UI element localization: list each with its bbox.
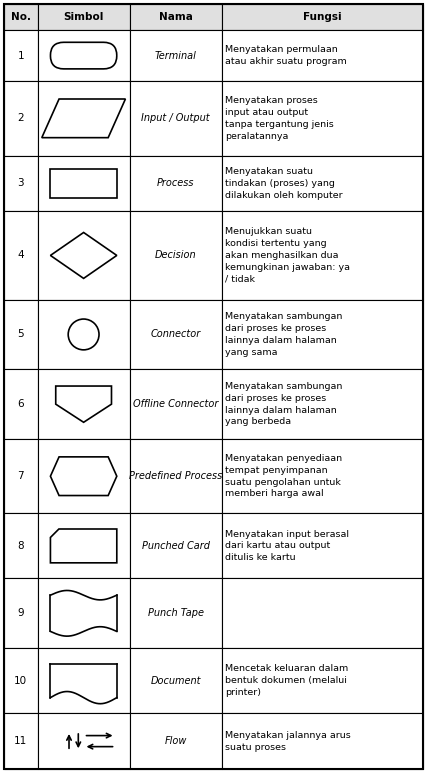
Text: Menyatakan sambungan
dari proses ke proses
lainnya dalam halaman
yang berbeda: Menyatakan sambungan dari proses ke pros… (225, 382, 342, 427)
Text: Menyatakan jalannya arus
suatu proses: Menyatakan jalannya arus suatu proses (225, 730, 350, 751)
Bar (130, 513, 222, 578)
Text: Offline Connector: Offline Connector (133, 399, 218, 409)
Text: 8: 8 (17, 541, 24, 551)
Text: 2: 2 (17, 114, 24, 124)
Text: Punch Tape: Punch Tape (147, 608, 203, 618)
Bar (130, 649, 222, 713)
Bar (37, 369, 130, 439)
Bar (37, 155, 130, 211)
Bar (4, 81, 37, 155)
Bar (50, 169, 117, 198)
Bar (130, 713, 222, 769)
Bar (222, 713, 422, 769)
Bar (37, 578, 130, 649)
Bar (4, 649, 37, 713)
Text: Menyatakan sambungan
dari proses ke proses
lainnya dalam halaman
yang sama: Menyatakan sambungan dari proses ke pros… (225, 312, 342, 356)
Bar (222, 30, 422, 81)
Bar (222, 513, 422, 578)
Text: Menujukkan suatu
kondisi tertentu yang
akan menghasilkan dua
kemungkinan jawaban: Menujukkan suatu kondisi tertentu yang a… (225, 227, 349, 284)
Text: 5: 5 (17, 329, 24, 339)
Bar (222, 300, 422, 369)
Bar (130, 30, 222, 81)
Bar (37, 439, 130, 513)
Text: 6: 6 (17, 399, 24, 409)
Bar (130, 439, 222, 513)
Bar (130, 300, 222, 369)
Text: Simbol: Simbol (63, 12, 104, 22)
Bar (37, 513, 130, 578)
Bar (4, 513, 37, 578)
Text: Predefined Process: Predefined Process (129, 472, 222, 482)
Text: Flow: Flow (164, 736, 187, 746)
Bar (222, 649, 422, 713)
Bar (222, 4, 422, 30)
Text: 9: 9 (17, 608, 24, 618)
Text: Process: Process (157, 179, 194, 189)
Text: 4: 4 (17, 250, 24, 261)
Bar (4, 30, 37, 81)
Bar (37, 649, 130, 713)
Text: Nama: Nama (158, 12, 192, 22)
Bar (130, 211, 222, 300)
Text: Menyatakan proses
input atau output
tanpa tergantung jenis
peralatannya: Menyatakan proses input atau output tanp… (225, 96, 333, 141)
Bar (222, 211, 422, 300)
Text: Punched Card: Punched Card (141, 541, 209, 551)
Text: 10: 10 (14, 676, 27, 686)
Text: Decision: Decision (155, 250, 196, 261)
Bar (37, 300, 130, 369)
Text: Fungsi: Fungsi (302, 12, 341, 22)
Bar (130, 81, 222, 155)
Bar (4, 439, 37, 513)
Bar (222, 81, 422, 155)
Bar (130, 578, 222, 649)
Bar (37, 30, 130, 81)
Bar (37, 4, 130, 30)
Text: Input / Output: Input / Output (141, 114, 210, 124)
Bar (222, 578, 422, 649)
Text: Connector: Connector (150, 329, 201, 339)
Text: Mencetak keluaran dalam
bentuk dokumen (melalui
printer): Mencetak keluaran dalam bentuk dokumen (… (225, 665, 347, 697)
Text: Menyatakan penyediaan
tempat penyimpanan
suatu pengolahan untuk
memberi harga aw: Menyatakan penyediaan tempat penyimpanan… (225, 454, 341, 499)
Bar (4, 211, 37, 300)
Text: 1: 1 (17, 50, 24, 60)
Bar (37, 211, 130, 300)
Text: No.: No. (11, 12, 31, 22)
Bar (37, 713, 130, 769)
Text: 3: 3 (17, 179, 24, 189)
Text: Menyatakan permulaan
atau akhir suatu program: Menyatakan permulaan atau akhir suatu pr… (225, 45, 346, 66)
Bar (222, 155, 422, 211)
Text: Menyatakan input berasal
dari kartu atau output
ditulis ke kartu: Menyatakan input berasal dari kartu atau… (225, 530, 348, 562)
Bar (130, 4, 222, 30)
Bar (4, 4, 37, 30)
Bar (4, 369, 37, 439)
Text: 11: 11 (14, 736, 27, 746)
Bar (4, 578, 37, 649)
Bar (130, 155, 222, 211)
Bar (130, 369, 222, 439)
Bar (4, 300, 37, 369)
Bar (222, 439, 422, 513)
Bar (222, 369, 422, 439)
Bar (4, 155, 37, 211)
Text: Menyatakan suatu
tindakan (proses) yang
dilakukan oleh komputer: Menyatakan suatu tindakan (proses) yang … (225, 167, 342, 199)
Bar (37, 81, 130, 155)
Bar (4, 713, 37, 769)
Text: Terminal: Terminal (155, 50, 196, 60)
Text: 7: 7 (17, 472, 24, 482)
Text: Document: Document (150, 676, 201, 686)
